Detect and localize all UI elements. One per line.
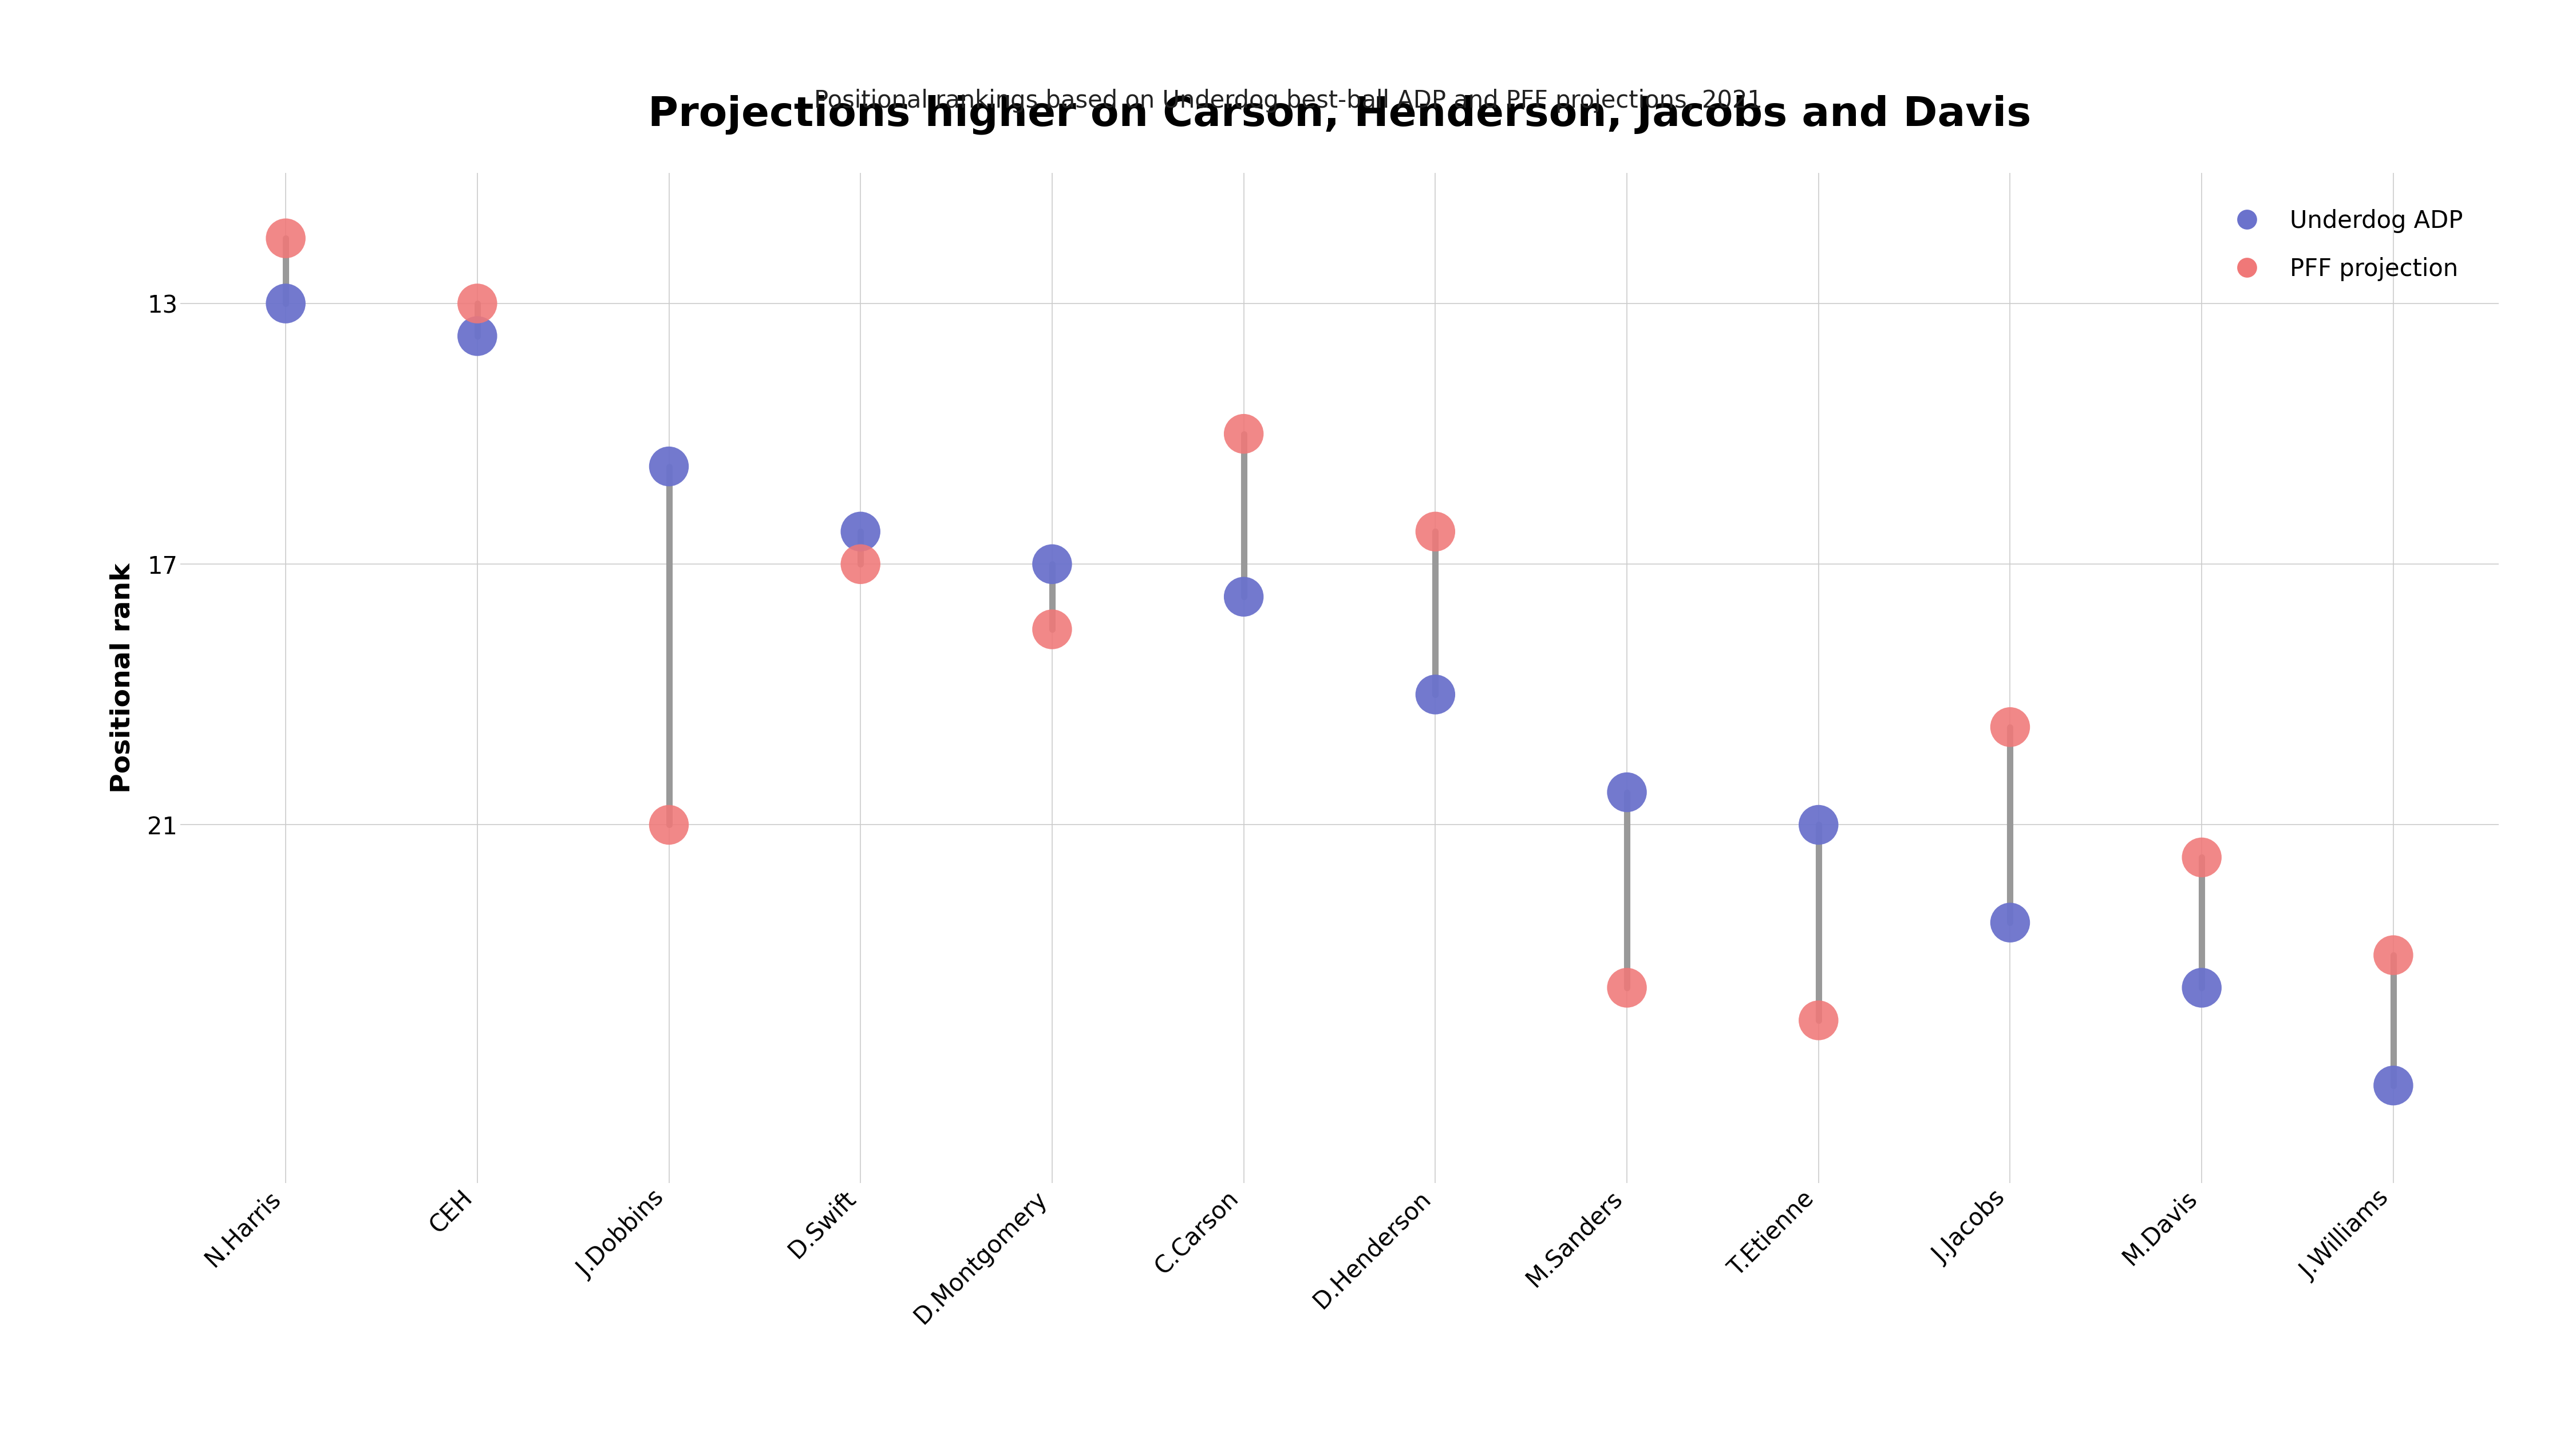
Text: Positional rankings based on Underdog best-ball ADP and PFF projections, 2021: Positional rankings based on Underdog be… [814, 89, 1762, 113]
PFF projection [1798, 1009, 1839, 1032]
PFF projection [840, 553, 881, 576]
Underdog ADP [1224, 586, 1265, 609]
PFF projection [265, 227, 307, 250]
PFF projection [456, 291, 497, 315]
Underdog ADP [1414, 683, 1455, 706]
PFF projection [1030, 618, 1072, 641]
Underdog ADP [1030, 553, 1072, 576]
Underdog ADP [840, 519, 881, 543]
Underdog ADP [649, 455, 690, 478]
Title: Projections higher on Carson, Henderson, Jacobs and Davis: Projections higher on Carson, Henderson,… [649, 95, 2030, 134]
PFF projection [2182, 846, 2223, 869]
PFF projection [1607, 977, 1649, 1000]
Underdog ADP [456, 325, 497, 348]
Underdog ADP [1607, 781, 1649, 804]
Underdog ADP [1989, 911, 2030, 934]
Underdog ADP [265, 291, 307, 315]
Underdog ADP [2372, 1074, 2414, 1097]
PFF projection [1414, 519, 1455, 543]
PFF projection [1224, 423, 1265, 446]
PFF projection [649, 814, 690, 837]
PFF projection [1989, 716, 2030, 739]
Y-axis label: Positional rank: Positional rank [108, 563, 134, 794]
Underdog ADP [1798, 814, 1839, 837]
Underdog ADP [2182, 977, 2223, 1000]
PFF projection [2372, 944, 2414, 967]
Legend: Underdog ADP, PFF projection: Underdog ADP, PFF projection [2200, 185, 2486, 304]
